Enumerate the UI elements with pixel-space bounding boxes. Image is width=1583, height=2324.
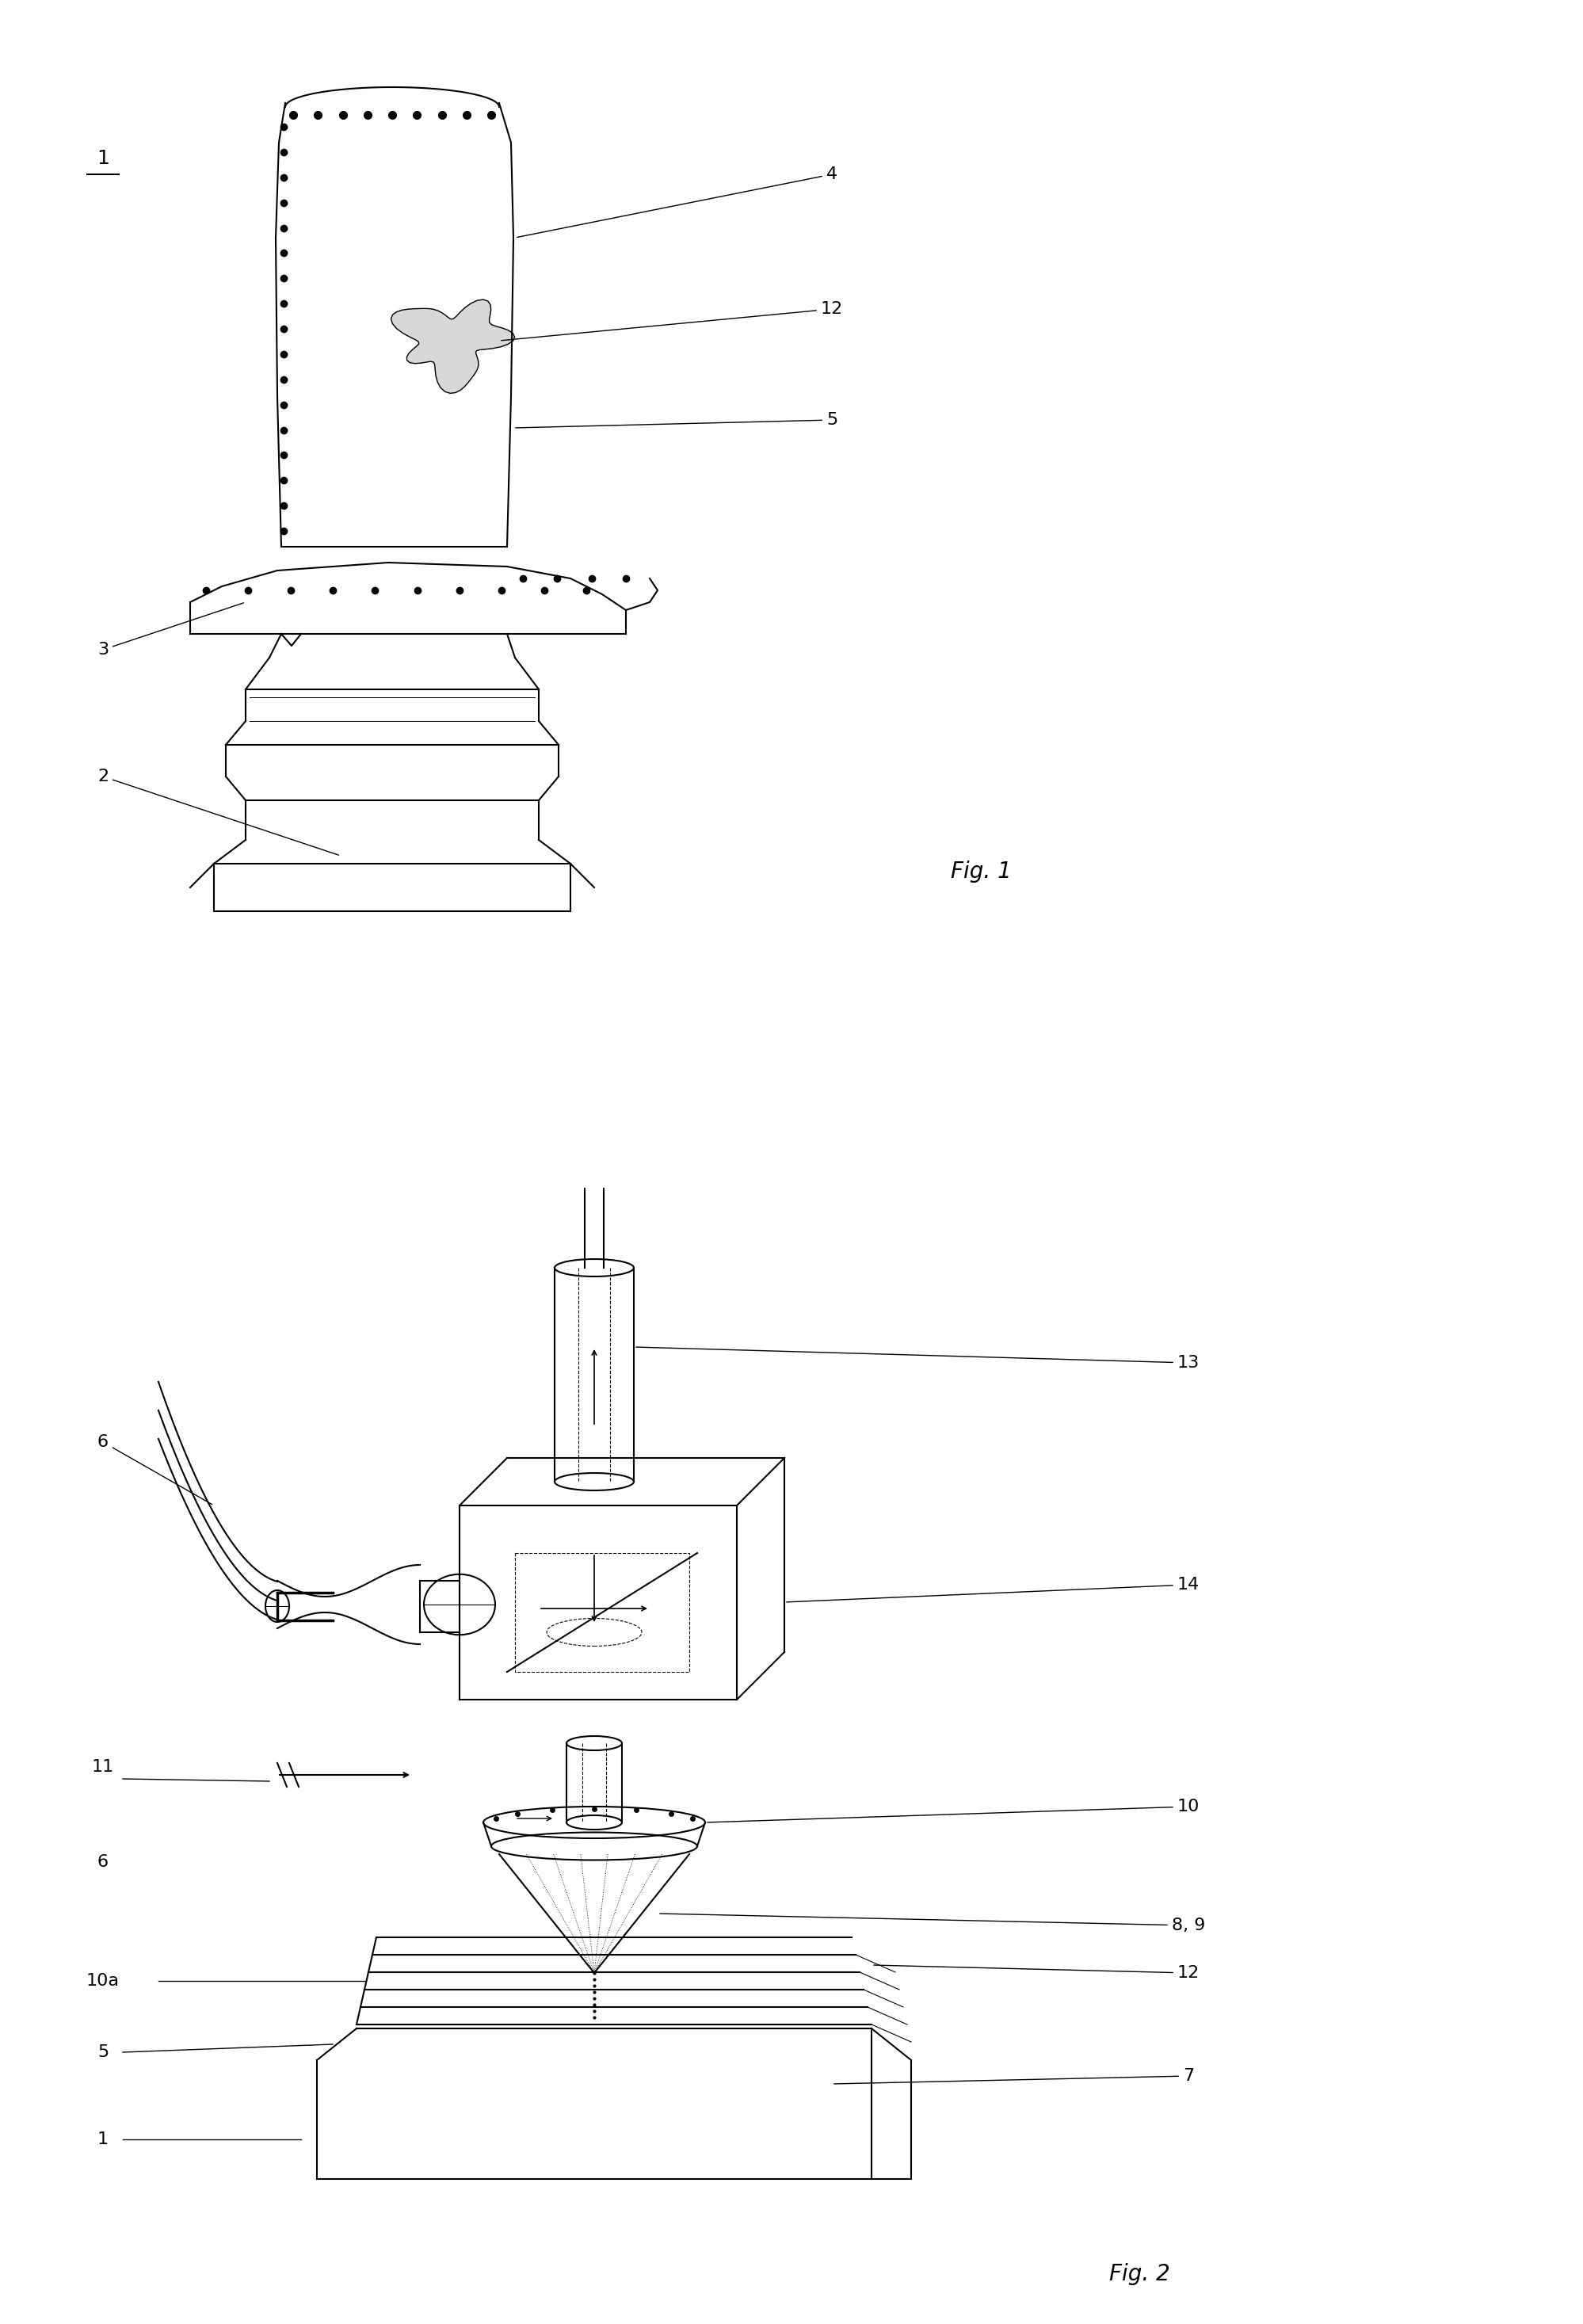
Text: Fig. 1: Fig. 1 (951, 860, 1012, 883)
Text: 1: 1 (98, 2131, 109, 2147)
Text: 12: 12 (874, 1966, 1200, 1980)
Text: 10a: 10a (87, 1973, 120, 1989)
Text: 11: 11 (92, 1759, 114, 1776)
Ellipse shape (266, 1590, 290, 1622)
Ellipse shape (424, 1573, 495, 1634)
Text: 6: 6 (98, 1855, 109, 1871)
Text: 8, 9: 8, 9 (660, 1913, 1205, 1934)
Text: 14: 14 (787, 1576, 1200, 1601)
Text: 1: 1 (97, 149, 109, 167)
Text: 3: 3 (98, 602, 244, 658)
Text: 5: 5 (516, 411, 837, 428)
Text: 13: 13 (636, 1348, 1200, 1371)
Text: 10: 10 (708, 1799, 1200, 1822)
Text: 6: 6 (98, 1434, 212, 1504)
Text: 12: 12 (502, 302, 844, 342)
Text: 4: 4 (518, 167, 837, 237)
Text: 2: 2 (98, 769, 339, 855)
Text: Fig. 2: Fig. 2 (1110, 2264, 1170, 2284)
Polygon shape (391, 300, 514, 393)
Text: 7: 7 (834, 2068, 1194, 2085)
Text: 5: 5 (97, 2045, 109, 2059)
